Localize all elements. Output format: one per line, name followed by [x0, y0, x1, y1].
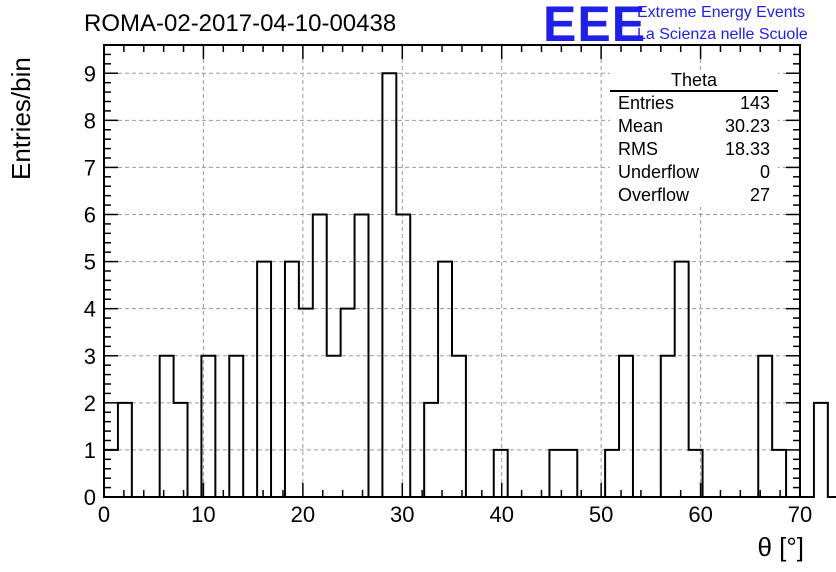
y-axis-label: Entries/bin	[6, 57, 36, 180]
tick-labels: 0 10 20 30 40 50 60 70 0 1 2 3 4 5 6 7 8 9	[84, 61, 812, 527]
y-tick-label: 0	[84, 485, 96, 510]
x-tick-label: 20	[291, 502, 315, 527]
stats-label: Underflow	[618, 162, 700, 182]
y-tick-label: 8	[84, 108, 96, 133]
stats-value: 0	[759, 162, 770, 182]
stats-title: Theta	[610, 70, 778, 92]
y-tick-label: 6	[84, 203, 96, 228]
stats-label: Mean	[618, 116, 664, 136]
y-tick-label: 5	[84, 250, 96, 275]
grid-lines	[104, 45, 800, 497]
stats-value: 143	[739, 93, 770, 113]
y-tick-label: 9	[84, 61, 96, 86]
y-tick-label: 4	[84, 297, 96, 322]
x-tick-label: 60	[688, 502, 712, 527]
y-tick-label: 7	[84, 155, 96, 180]
y-tick-label: 3	[84, 344, 96, 369]
x-axis-label: θ [°]	[757, 532, 804, 562]
stats-value: 27	[749, 185, 770, 205]
y-tick-label: 2	[84, 391, 96, 416]
stats-row-entries: Entries 143	[610, 92, 778, 115]
logo-text-line2: La Scienza nelle Scuole	[637, 26, 808, 43]
stats-row-mean: Mean 30.23	[610, 115, 778, 138]
x-tick-label: 10	[191, 502, 215, 527]
stats-row-rms: RMS 18.33	[610, 138, 778, 161]
stats-box: Theta Entries 143 Mean 30.23 RMS 18.33 U…	[610, 70, 778, 207]
eee-logo: EEE	[543, 0, 647, 52]
stats-row-underflow: Underflow 0	[610, 161, 778, 184]
stats-label: RMS	[618, 139, 658, 159]
x-tick-label: 30	[390, 502, 414, 527]
x-tick-label: 0	[98, 502, 110, 527]
axis-ticks	[103, 44, 801, 498]
stats-value: 30.23	[724, 116, 770, 136]
run-title: ROMA-02-2017-04-10-00438	[84, 10, 397, 37]
plot-frame	[103, 44, 801, 498]
x-tick-label: 40	[489, 502, 513, 527]
stats-value: 18.33	[724, 139, 770, 159]
stats-label: Overflow	[618, 185, 690, 205]
x-tick-label: 50	[589, 502, 613, 527]
x-tick-label: 70	[788, 502, 812, 527]
y-tick-label: 1	[84, 438, 96, 463]
stats-row-overflow: Overflow 27	[610, 184, 778, 207]
stats-label: Entries	[618, 93, 675, 113]
logo-text-line1: Extreme Energy Events	[637, 4, 806, 21]
